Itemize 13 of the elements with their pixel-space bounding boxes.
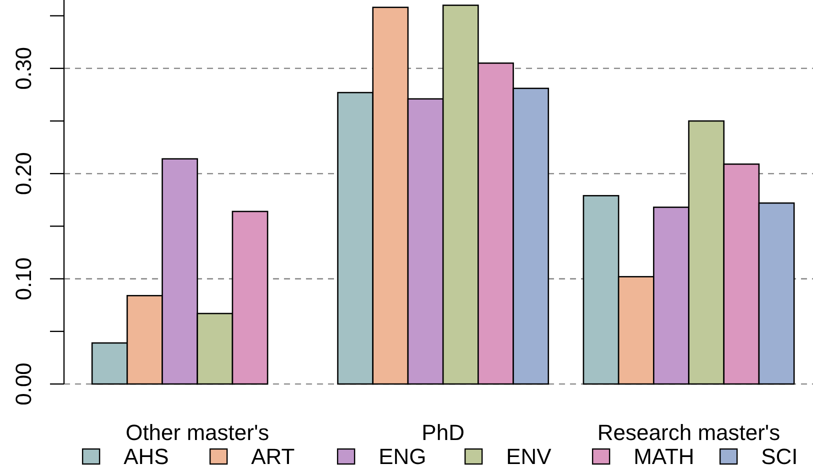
legend-label: SCI [761,444,798,468]
legend-label: ENV [506,444,552,468]
y-tick-label: 0.10 [11,257,36,300]
legend-label: ART [251,444,295,468]
x-tick-label: PhD [422,420,464,445]
y-tick-label: 0.20 [11,152,36,196]
x-tick-label: Research master's [597,420,780,445]
x-tick-label: Other master's [126,420,270,445]
legend-label: MATH [634,444,694,468]
y-tick-label: 0.30 [11,46,36,90]
legend-label: AHS [124,444,169,468]
y-tick-label: 0.00 [11,362,36,406]
legend-label: ENG [378,444,426,468]
